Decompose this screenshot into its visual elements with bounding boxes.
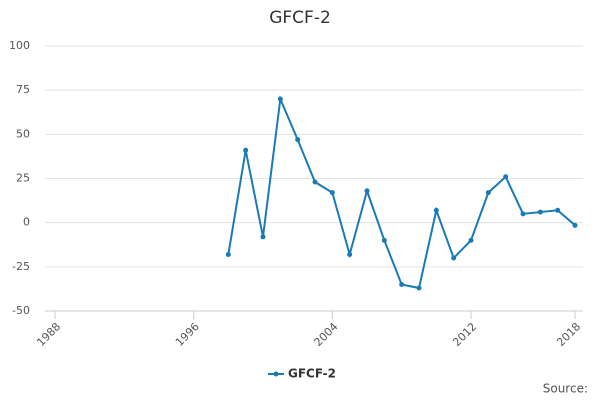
data-point <box>329 190 335 196</box>
data-point <box>520 211 526 217</box>
data-point <box>295 137 301 143</box>
y-tick-label: 25 <box>16 172 30 185</box>
data-point <box>347 251 353 257</box>
data-point <box>243 147 249 153</box>
x-tick-label: 2018 <box>554 320 583 349</box>
data-point <box>451 255 457 261</box>
y-tick-label: 50 <box>16 127 30 140</box>
x-tick-label: 1988 <box>34 320 63 349</box>
data-point <box>312 179 318 185</box>
data-point <box>468 237 474 243</box>
data-point <box>399 282 405 287</box>
data-point <box>572 222 578 228</box>
data-point <box>364 188 370 194</box>
x-tick-label: 2004 <box>312 320 341 349</box>
data-point <box>277 96 283 102</box>
data-point <box>225 251 231 257</box>
y-tick-label: -25 <box>12 260 30 273</box>
data-point <box>555 207 561 213</box>
chart-title: GFCF-2 <box>269 8 331 28</box>
data-point <box>503 174 509 180</box>
data-point <box>416 285 422 291</box>
y-tick-label: 100 <box>9 39 30 52</box>
data-point <box>485 190 491 196</box>
data-point <box>537 209 543 215</box>
data-point <box>433 207 439 213</box>
legend-marker <box>273 371 279 377</box>
data-point <box>381 237 387 243</box>
x-tick-label: 1996 <box>173 320 202 349</box>
series-line <box>227 95 576 290</box>
y-tick-label: -50 <box>12 304 30 317</box>
y-tick-label: 0 <box>23 216 30 229</box>
source-note: Source: <box>543 382 588 396</box>
y-tick-label: 75 <box>16 83 30 96</box>
x-tick-label: 2012 <box>450 320 479 349</box>
data-point <box>260 234 266 240</box>
legend-label: GFCF-2 <box>288 367 336 381</box>
